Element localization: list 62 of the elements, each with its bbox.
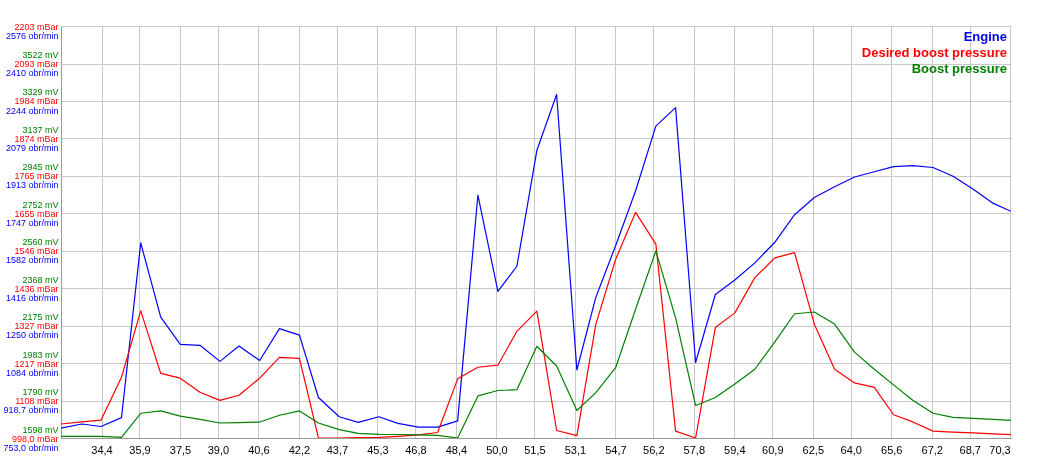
y-tick-label: 918,7 obr/min <box>3 405 59 416</box>
y-tick-label: 2410 obr/min <box>5 68 59 79</box>
x-tick-label: 60,9 <box>762 443 784 456</box>
y-tick-label: 1747 obr/min <box>5 217 59 228</box>
y2-tick-label: 998,0 mBar <box>11 433 59 444</box>
y3-tick-label: 1983 mV <box>22 349 59 360</box>
y3-tick-label: 2752 mV <box>22 199 59 210</box>
text: Desired boost pressure <box>861 44 1007 60</box>
x-tick-label: 59,4 <box>724 443 746 456</box>
x-tick-label: 39,0 <box>207 443 230 456</box>
y-tick-label: 753,0 obr/min <box>3 442 59 453</box>
y2-tick-label: 1217 mBar <box>14 358 59 369</box>
x-tick-label: 65,6 <box>881 443 903 456</box>
y2-tick-label: 1874 mBar <box>14 133 59 144</box>
x-tick-label: 37,5 <box>169 443 192 456</box>
x-tick-label: 42,2 <box>288 443 311 456</box>
y3-tick-label: 3137 mV <box>22 124 59 135</box>
text: Boost pressure <box>911 60 1007 76</box>
y2-tick-label: 1436 mBar <box>14 283 59 294</box>
x-tick-label: 34,4 <box>91 443 113 456</box>
y-tick-label: 1582 obr/min <box>5 255 59 266</box>
x-tick-label: 54,7 <box>605 443 627 456</box>
y3-tick-label: 3329 mV <box>22 87 59 98</box>
y3-tick-label: 2560 mV <box>22 237 59 248</box>
y-tick-label: 2079 obr/min <box>5 142 59 153</box>
y-tick-label: 1913 obr/min <box>5 180 59 191</box>
text: Engine <box>963 28 1007 44</box>
x-tick-label: 70,3 <box>989 443 1011 456</box>
x-tick-label: 64,0 <box>840 443 862 456</box>
x-tick-label: 62,5 <box>802 443 825 456</box>
x-tick-label: 50,0 <box>486 443 508 456</box>
y3-tick-label: 1790 mV <box>22 387 59 398</box>
y-tick-label: 1250 obr/min <box>5 330 59 341</box>
x-tick-label: 48,4 <box>445 443 468 456</box>
y3-tick-label: 2368 mV <box>22 274 59 285</box>
y2-tick-label: 1108 mBar <box>15 395 59 406</box>
y2-tick-label: 2203 mBar <box>14 21 59 32</box>
x-tick-label: 46,8 <box>405 443 427 456</box>
x-tick-label: 67,2 <box>921 443 943 456</box>
x-tick-label: 45,3 <box>367 443 389 456</box>
y3-tick-label: 2175 mV <box>22 312 59 323</box>
y2-tick-label: 1765 mBar <box>14 171 59 182</box>
x-tick-label: 35,9 <box>129 443 151 456</box>
y2-tick-label: 1655 mBar <box>14 208 59 219</box>
y-tick-label: 2244 obr/min <box>5 105 59 116</box>
x-tick-label: 57,8 <box>683 443 706 456</box>
y3-tick-label: 2945 mV <box>22 162 59 173</box>
x-tick-label: 56,2 <box>643 443 665 456</box>
y-tick-label: 2576 obr/min <box>5 30 59 41</box>
x-tick-label: 40,6 <box>248 443 270 456</box>
x-tick-label: 43,7 <box>326 443 349 456</box>
y2-tick-label: 2093 mBar <box>14 59 59 70</box>
y-tick-label: 1084 obr/min <box>5 367 59 378</box>
x-tick-label: 68,7 <box>959 443 981 456</box>
y3-tick-label: 3522 mV <box>22 49 59 60</box>
y2-tick-label: 1546 mBar <box>14 246 59 257</box>
y-tick-label: 1416 obr/min <box>5 292 59 303</box>
y3-tick-label: 1598 mV <box>22 424 59 435</box>
y2-tick-label: 1984 mBar <box>14 96 59 107</box>
y2-tick-label: 1327 mBar <box>14 321 59 332</box>
x-tick-label: 51,5 <box>524 443 546 456</box>
x-tick-label: 53,1 <box>564 443 587 456</box>
